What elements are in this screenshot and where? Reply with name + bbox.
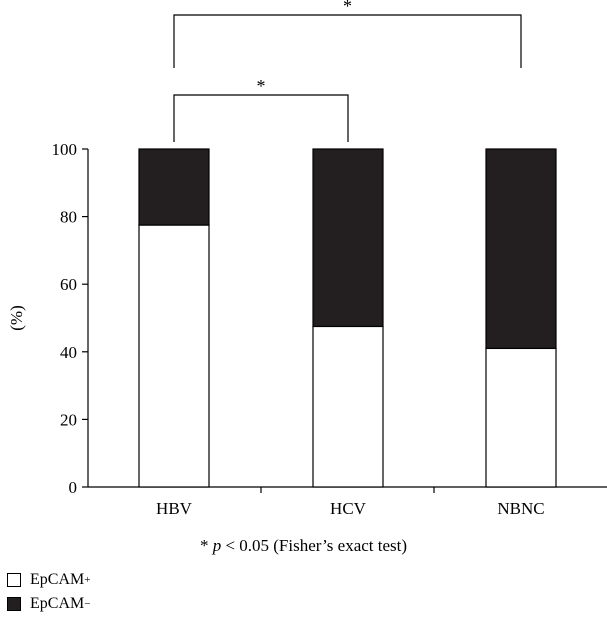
- legend-item-epcam-positive: EpCAM +: [7, 568, 90, 592]
- significance-star-hbv-nbnc: *: [343, 0, 352, 16]
- x-tick-label-hbv: HBV: [156, 499, 193, 518]
- y-tick-label-80: 80: [60, 208, 77, 227]
- legend-label-negative: EpCAM: [30, 595, 85, 612]
- footnote-star: *: [199, 536, 209, 555]
- legend-swatch-negative: [7, 597, 21, 611]
- y-tick-label-100: 100: [52, 140, 78, 159]
- bar-hbv-epcam-negative: [138, 148, 210, 226]
- y-tick-label-0: 0: [69, 478, 78, 497]
- footnote-p: p: [212, 536, 222, 555]
- bars: [138, 148, 557, 488]
- significance-bracket-hbv-hcv: [173, 94, 349, 142]
- legend-label-positive: EpCAM: [30, 571, 85, 588]
- legend-swatch-positive: [7, 573, 21, 587]
- bar-nbnc-epcam-positive: [485, 347, 557, 488]
- x-tick-label-nbnc: NBNC: [497, 499, 544, 518]
- legend: EpCAM + EpCAM −: [7, 568, 90, 616]
- bar-nbnc-epcam-negative: [485, 148, 557, 350]
- significance-brackets: **: [173, 0, 522, 142]
- y-tick-label-20: 20: [60, 410, 77, 429]
- significance-bracket-hbv-nbnc: [173, 14, 522, 68]
- x-tick-label-hcv: HCV: [330, 499, 367, 518]
- axes: 0 20 40 60 80 100 (%) HBV HCV NBNC: [7, 140, 607, 518]
- y-tick-label-40: 40: [60, 343, 77, 362]
- footnote: * p < 0.05 (Fisher’s exact test): [0, 536, 607, 556]
- bar-hcv-epcam-positive: [312, 325, 384, 488]
- footnote-text: < 0.05 (Fisher’s exact test): [221, 536, 408, 555]
- y-tick-label-60: 60: [60, 275, 77, 294]
- significance-star-hbv-hcv: *: [257, 76, 266, 96]
- bar-hcv-epcam-negative: [312, 148, 384, 328]
- bar-hbv-epcam-positive: [138, 224, 210, 488]
- y-axis-label: (%): [7, 305, 26, 330]
- legend-item-epcam-negative: EpCAM −: [7, 592, 90, 616]
